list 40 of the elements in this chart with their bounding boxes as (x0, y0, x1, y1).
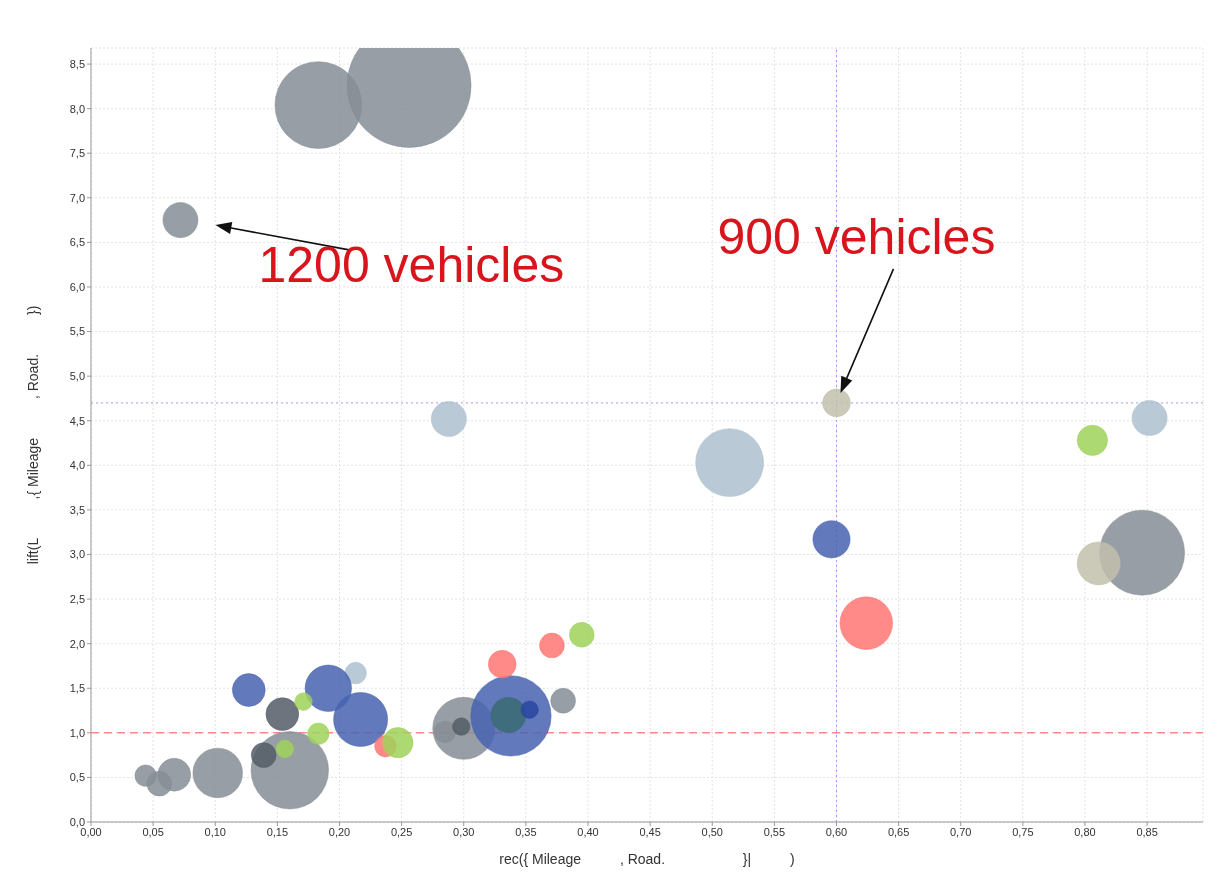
y-tick-label: 1,5 (69, 682, 85, 695)
x-tick-label: 0,00 (80, 825, 102, 838)
x-tick-label: 0,45 (639, 825, 661, 838)
y-tick-label: 2,5 (69, 592, 85, 605)
y-tick-label: 6,5 (69, 236, 85, 249)
y-tick-label: 4,5 (69, 414, 85, 427)
x-tick-label: 0,70 (950, 825, 972, 838)
x-tick-label: 0,60 (825, 825, 848, 838)
x-tick-label: 0,65 (887, 825, 910, 838)
x-tick-label: 0,85 (1136, 825, 1158, 838)
y-tick-label: 3,5 (69, 503, 85, 516)
x-tick-label: 0,50 (701, 825, 723, 838)
y-tick-label: 6,0 (69, 280, 85, 293)
x-tick-label: 0,80 (1074, 825, 1096, 838)
annotation: 900 vehicles (717, 208, 996, 265)
y-tick-label: 1,0 (69, 726, 85, 739)
x-tick-label: 0,30 (453, 825, 475, 838)
y-tick-label: 4,0 (69, 459, 85, 472)
y-tick-label: 7,5 (69, 147, 85, 160)
y-tick-label: 8,5 (69, 57, 85, 70)
y-tick-label: 0,0 (69, 815, 85, 828)
x-tick-label: 0,25 (390, 825, 413, 838)
x-tick-label: 0,10 (204, 825, 226, 838)
y-tick-label: 0,5 (69, 771, 85, 784)
x-tick-label: 0,40 (577, 825, 599, 838)
y-tick-label: 5,5 (69, 325, 85, 338)
y-axis-title: lift(L ,{ Mileage , Road. }) (25, 305, 41, 565)
x-tick-label: 0,15 (266, 825, 289, 838)
y-tick-label: 5,0 (69, 370, 85, 383)
x-tick-label: 0,35 (515, 825, 537, 838)
y-tick-label: 3,0 (69, 548, 85, 561)
x-tick-label: 0,55 (763, 825, 786, 838)
y-tick-label: 7,0 (69, 191, 85, 204)
y-tick-label: 2,0 (69, 637, 85, 650)
x-tick-label: 0,75 (1012, 825, 1034, 838)
y-tick-label: 8,0 (69, 102, 85, 115)
x-tick-label: 0,05 (142, 825, 164, 838)
annotation: 1200 vehicles (258, 237, 565, 294)
x-tick-label: 0,20 (328, 825, 351, 838)
x-axis-title: rec({ Mileage , Road. }| ) (499, 851, 795, 867)
